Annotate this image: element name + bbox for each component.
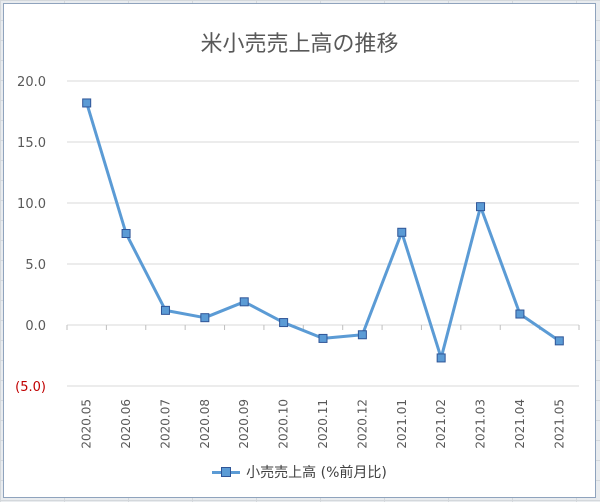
x-tick-label: 2021.02 [434,399,448,449]
legend: 小売売上高 (%前月比) [4,462,595,482]
x-tick-label: 2021.03 [474,399,488,449]
data-point-marker[interactable] [436,353,446,363]
chart-title: 米小売売上高の推移 [200,32,399,57]
x-tick-label: 2021.04 [513,399,527,449]
data-point-marker[interactable] [357,330,367,340]
x-tick-label: 2021.05 [552,399,566,449]
y-tick-label: 15.0 [17,136,46,151]
legend-marker [221,467,232,477]
x-tick-label: 2020.07 [158,399,172,449]
x-tick-label: 2020.12 [355,399,369,449]
data-point-marker[interactable] [397,227,407,237]
data-point-marker[interactable] [279,318,289,328]
y-tick-label: 20.0 [17,75,46,90]
x-tick-label: 2020.05 [80,399,94,449]
y-tick-label: 0.0 [25,319,46,334]
data-point-marker[interactable] [318,333,328,343]
data-point-marker[interactable] [554,336,564,346]
y-tick-label: 5.0 [25,258,46,273]
data-point-marker[interactable] [200,313,210,323]
data-point-marker[interactable] [82,98,92,108]
legend-label: 小売売上高 (%前月比) [246,465,387,481]
x-tick-label: 2021.01 [395,399,409,449]
x-tick-label: 2020.06 [119,399,133,449]
plot-area: 20.0 15.0 10.0 5.0 0.0 (5.0) 2020.05 2020.06 20… [15,75,580,449]
data-point-marker[interactable] [121,229,131,238]
data-point-marker[interactable] [476,202,486,212]
x-tick-label: 2020.08 [198,399,212,449]
chart-area[interactable]: 米小売売上高の推移 20.0 15.0 10.0 5.0 0.0 (5.0) 2020.0… [3,3,596,498]
legend-swatch [212,467,241,477]
series-line [85,102,561,360]
data-point-marker[interactable] [160,305,170,315]
data-point-marker[interactable] [239,297,249,307]
x-tick-label: 2020.11 [316,399,330,449]
x-tick-label: 2020.10 [277,399,291,449]
y-tick-label: (5.0) [15,380,46,395]
data-point-marker[interactable] [515,309,525,319]
x-tick-label: 2020.09 [237,399,251,449]
y-tick-label: 10.0 [17,197,46,212]
